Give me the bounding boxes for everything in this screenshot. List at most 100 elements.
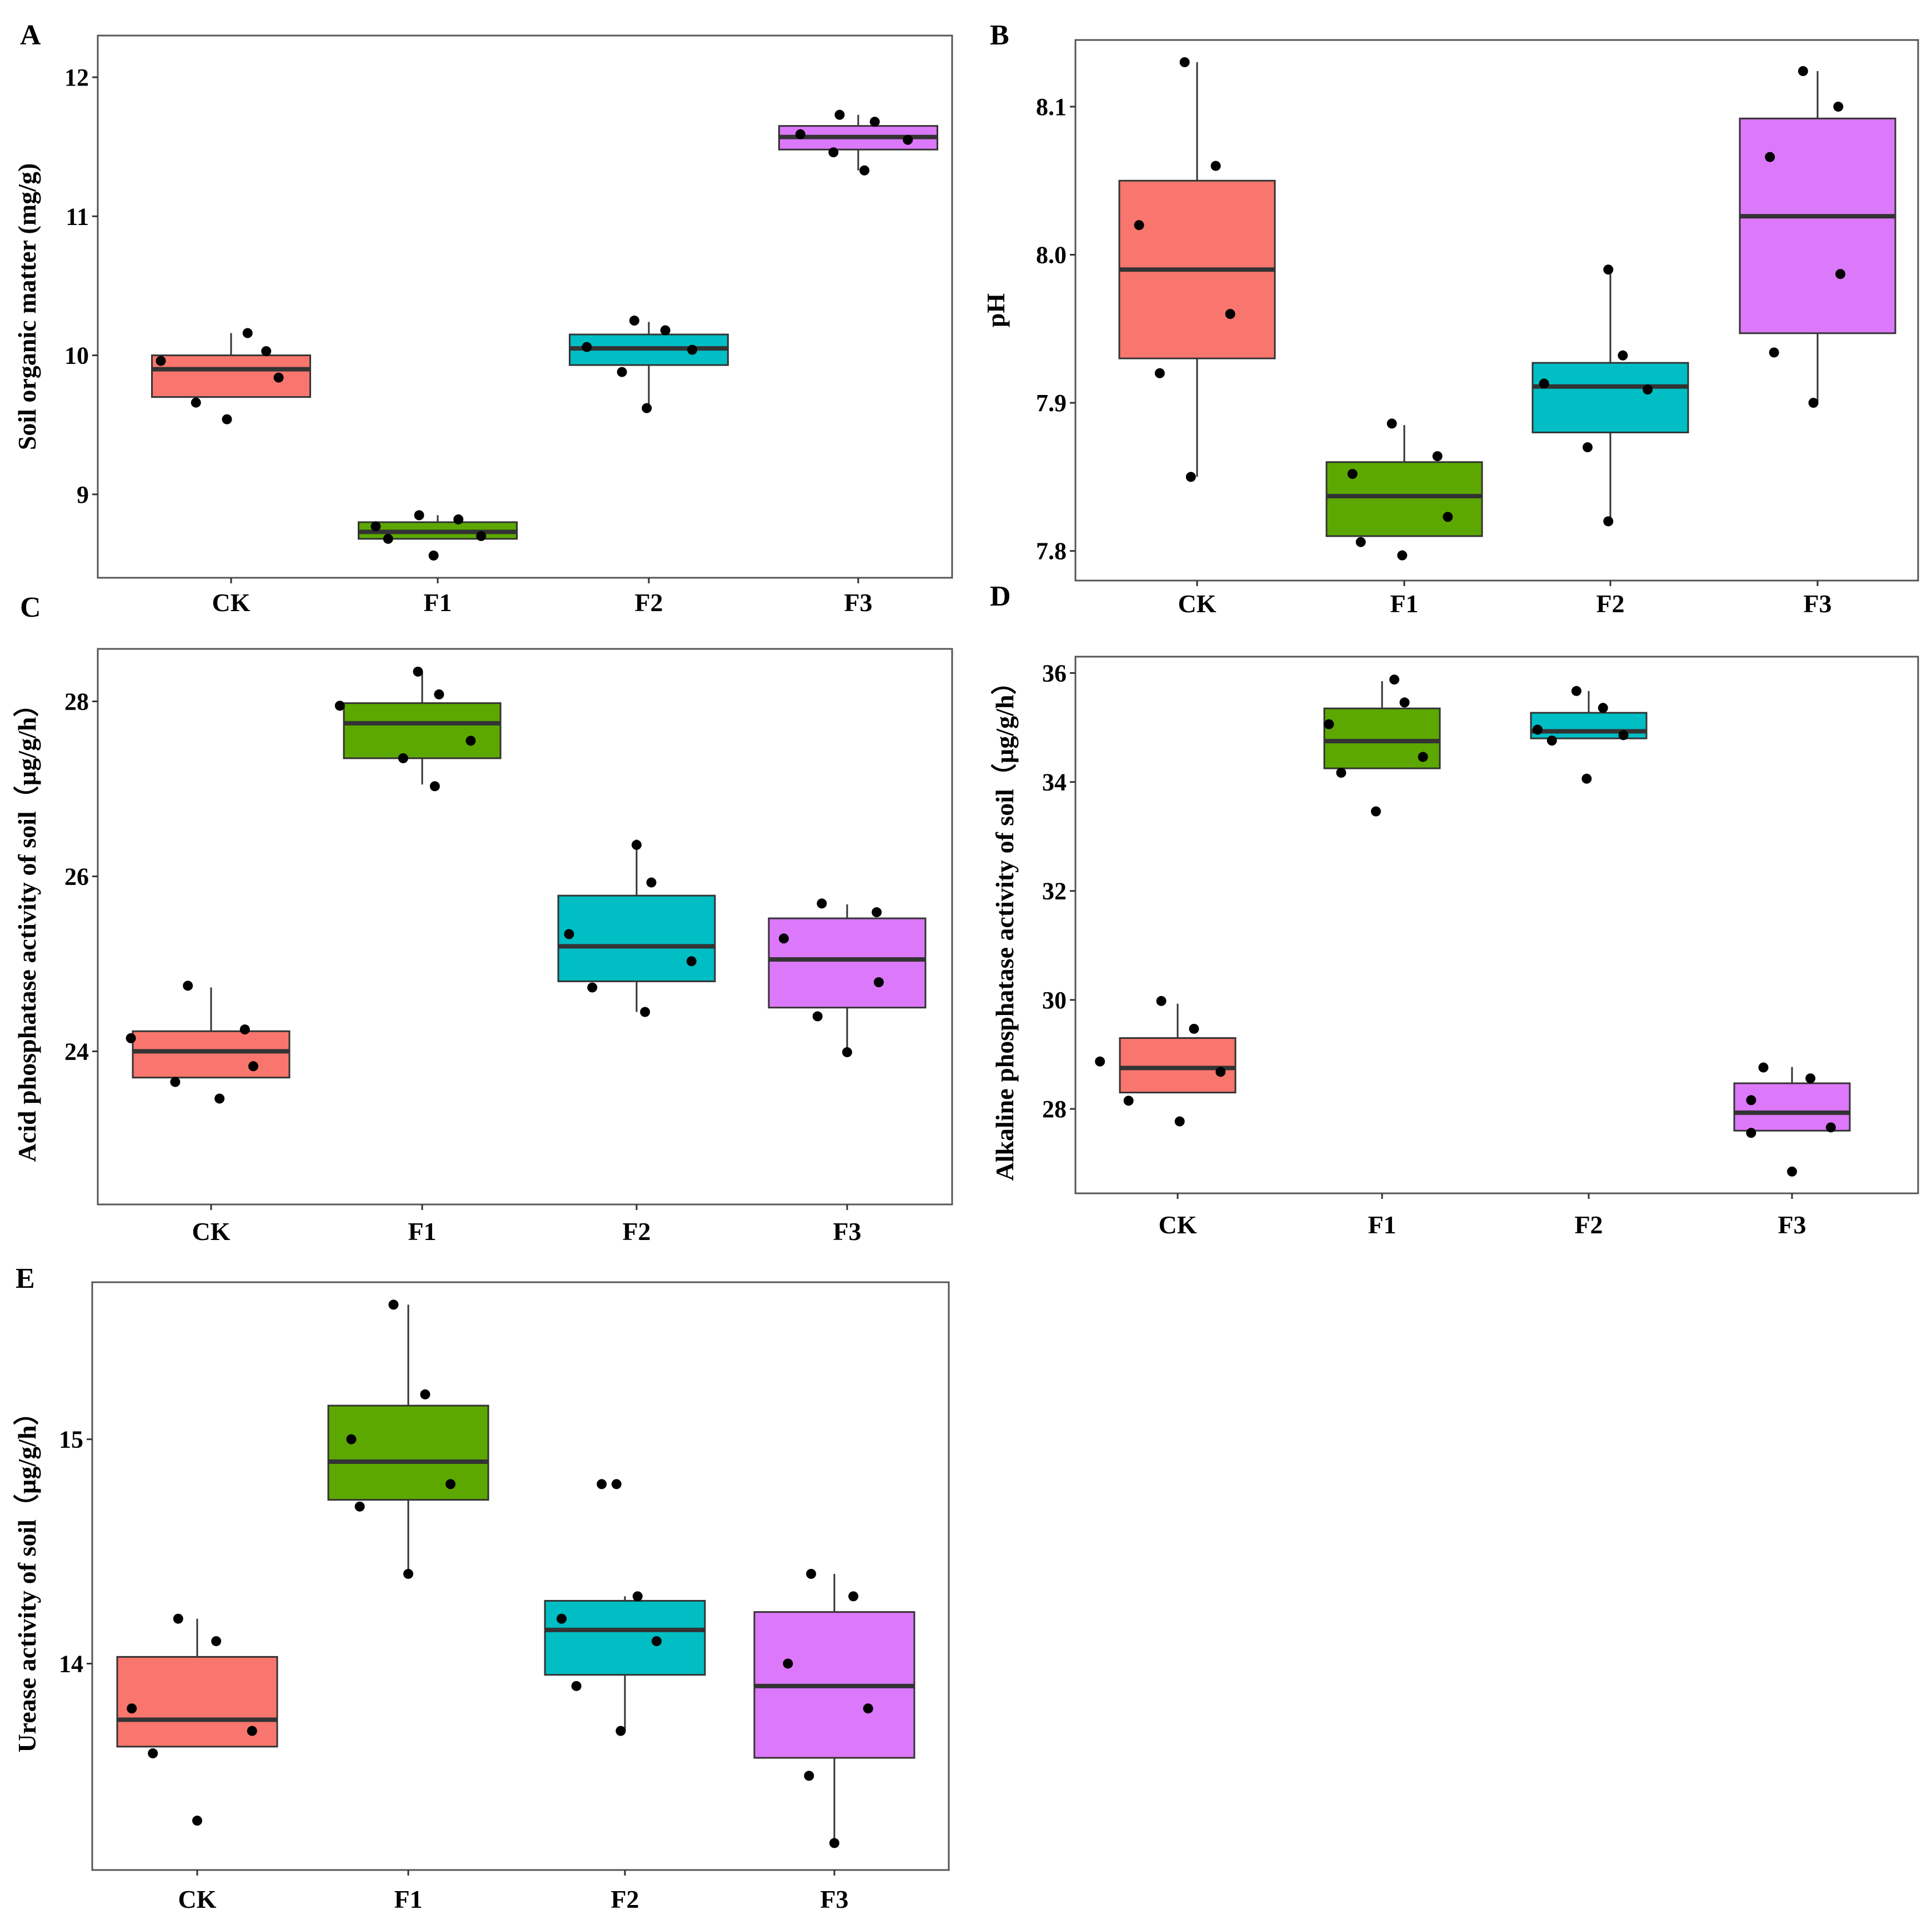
y-tick-label: 9 — [77, 481, 89, 508]
y-tick-label: 11 — [66, 203, 89, 230]
y-tick-label: 15 — [59, 1426, 83, 1453]
data-point-f3 — [842, 1047, 852, 1057]
data-point-f2 — [632, 1591, 643, 1602]
data-point-f1 — [414, 510, 424, 521]
panel-c: C 24 26 28 Acid phosphatase activity of soil… — [13, 592, 953, 1246]
box-f2 — [544, 1599, 706, 1676]
y-axis-title: Soil organic matter (mg/g) — [13, 163, 41, 451]
data-point-ck — [1185, 472, 1196, 482]
box-ck — [151, 354, 311, 398]
x-tick-label-f2: F2 — [634, 588, 663, 617]
data-point-f2 — [1598, 703, 1608, 713]
x-tick-label-f1: F1 — [1368, 1211, 1396, 1239]
data-point-f1 — [466, 736, 476, 746]
data-point-ck — [126, 1033, 136, 1043]
data-point-f2 — [1643, 384, 1653, 395]
data-point-f2 — [1582, 442, 1593, 453]
box-f1 — [343, 702, 502, 759]
data-point-ck — [1154, 368, 1165, 378]
data-point-ck — [1189, 1023, 1199, 1034]
data-point-f2 — [597, 1479, 607, 1489]
data-point-f1 — [1397, 550, 1408, 561]
x-tick-label-f3: F3 — [844, 588, 872, 617]
x-tick-label-ck: CK — [1178, 589, 1217, 618]
data-point-ck — [1123, 1096, 1134, 1106]
data-point-ck — [261, 346, 272, 357]
data-point-f2 — [1618, 350, 1628, 361]
data-point-f2 — [652, 1636, 662, 1647]
data-point-f1 — [403, 1568, 413, 1579]
data-point-f1 — [453, 514, 464, 524]
data-point-f2 — [571, 1681, 582, 1691]
box-ck — [132, 1030, 291, 1079]
data-point-f3 — [804, 1771, 814, 1781]
data-point-ck — [1179, 57, 1190, 67]
x-tick-label-ck: CK — [178, 1885, 217, 1913]
data-point-f1 — [383, 533, 393, 544]
x-tick-label-f3: F3 — [1803, 589, 1831, 618]
data-point-f3 — [817, 898, 827, 909]
data-point-f1 — [413, 666, 423, 677]
data-point-ck — [242, 328, 253, 338]
data-point-f2 — [660, 325, 670, 336]
y-tick-label: 30 — [1042, 987, 1067, 1014]
data-point-f3 — [874, 977, 884, 987]
x-tick-label-f2: F2 — [1574, 1211, 1603, 1239]
x-tick-label-f3: F3 — [1778, 1211, 1806, 1239]
data-point-ck — [239, 1024, 250, 1035]
data-point-f3 — [812, 1011, 823, 1022]
data-point-f2 — [640, 1007, 650, 1017]
data-point-ck — [211, 1636, 222, 1647]
y-tick-label: 28 — [64, 688, 89, 715]
data-point-f3 — [848, 1591, 859, 1602]
y-tick-label: 12 — [64, 64, 89, 91]
x-tick-label-f2: F2 — [1596, 589, 1624, 618]
y-tick-label: 7.8 — [1036, 538, 1067, 565]
panel-a: A 9 10 11 12 Soil organic matter (mg/g) CK F1 F2… — [13, 19, 953, 617]
data-point-ck — [222, 414, 232, 424]
data-point-ck — [1095, 1056, 1105, 1067]
panel-e: E 14 15 Urease activity of soil（µg/g/h） CK F1… — [13, 1263, 950, 1913]
data-point-f3 — [1805, 1073, 1816, 1084]
data-point-ck — [170, 1077, 181, 1087]
box-ck — [116, 1656, 278, 1748]
data-point-f2 — [1603, 516, 1614, 527]
data-point-f1 — [1387, 418, 1397, 429]
x-tick-label-f2: F2 — [610, 1885, 639, 1913]
data-point-f3 — [1798, 66, 1808, 76]
data-point-f3 — [1833, 101, 1844, 112]
data-point-f3 — [1835, 269, 1846, 279]
box-f2 — [1531, 362, 1689, 433]
y-axis-title: pH — [982, 293, 1010, 328]
data-point-ck — [127, 1703, 137, 1714]
data-point-f1 — [1399, 697, 1410, 708]
data-point-f1 — [354, 1501, 365, 1512]
panel-letter: B — [990, 19, 1009, 51]
y-tick-label: 28 — [1042, 1096, 1067, 1123]
data-point-ck — [191, 397, 201, 408]
data-point-ck — [173, 1613, 183, 1624]
y-tick-label: 24 — [64, 1038, 89, 1065]
data-point-f2 — [687, 344, 698, 355]
box-f1 — [327, 1404, 489, 1501]
data-point-f3 — [1758, 1062, 1769, 1073]
data-point-f2 — [587, 982, 598, 993]
box-f2 — [557, 894, 716, 982]
data-point-ck — [156, 356, 166, 366]
data-point-f3 — [779, 933, 789, 944]
data-point-f2 — [611, 1479, 622, 1489]
data-point-f1 — [346, 1434, 357, 1444]
data-point-f2 — [582, 342, 592, 352]
y-axis-title: Urease activity of soil（µg/g/h） — [13, 1399, 41, 1752]
y-tick-label: 34 — [1042, 769, 1067, 796]
data-point-f1 — [334, 701, 345, 711]
data-point-f2 — [617, 367, 627, 377]
data-point-f2 — [1571, 686, 1581, 696]
x-tick-label-f1: F1 — [1390, 589, 1418, 618]
data-point-ck — [248, 1061, 258, 1072]
y-tick-label: 36 — [1042, 659, 1067, 687]
data-point-f1 — [1324, 719, 1334, 729]
x-tick-label-f1: F1 — [394, 1885, 422, 1913]
data-point-f3 — [869, 117, 880, 127]
data-point-f1 — [446, 1479, 456, 1489]
